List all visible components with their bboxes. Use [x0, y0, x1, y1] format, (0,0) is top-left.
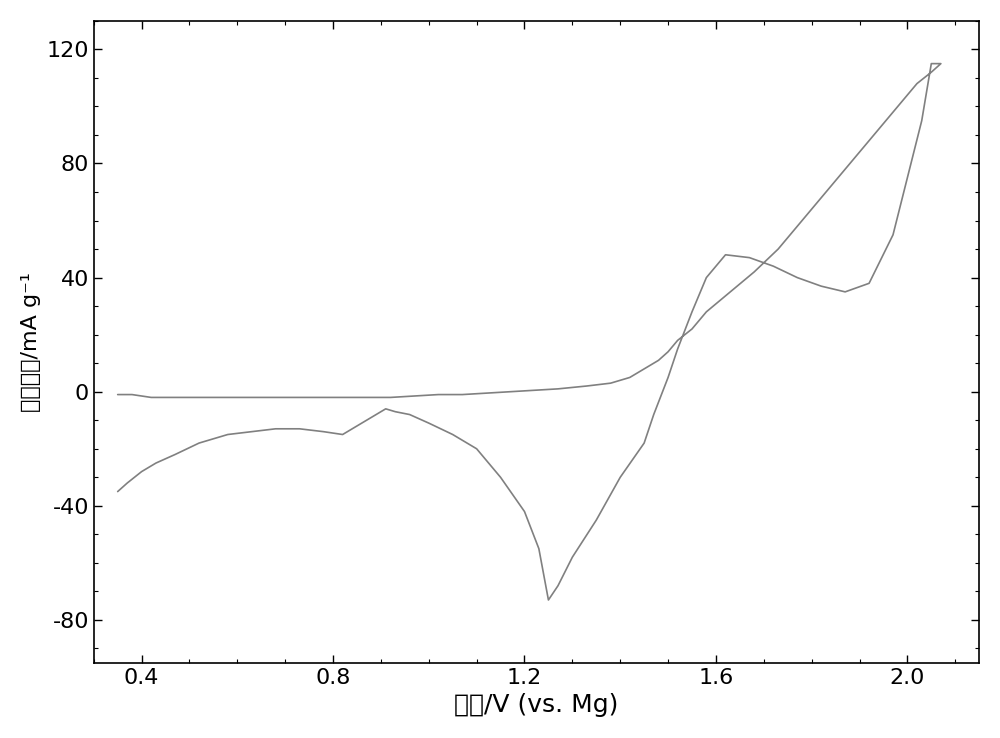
- Y-axis label: 电流密度/mA g⁻¹: 电流密度/mA g⁻¹: [21, 272, 41, 412]
- X-axis label: 电压/V (vs. Mg): 电压/V (vs. Mg): [454, 693, 619, 717]
